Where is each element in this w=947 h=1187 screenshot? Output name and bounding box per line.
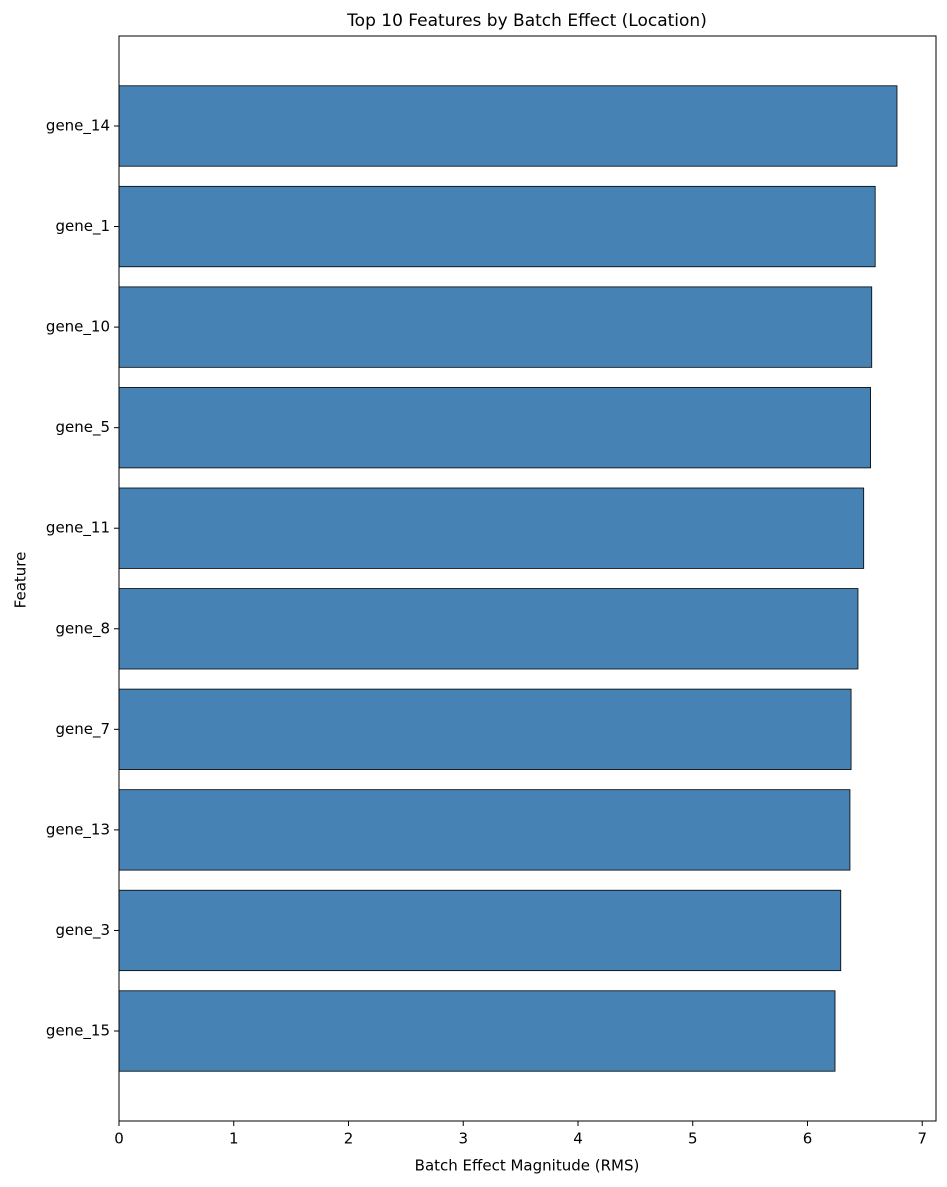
y-tick-label: gene_3 bbox=[55, 921, 110, 940]
y-tick-label: gene_10 bbox=[46, 318, 110, 337]
y-tick-label: gene_15 bbox=[46, 1022, 110, 1041]
bar bbox=[118, 688, 852, 770]
x-tick-label: 3 bbox=[458, 1130, 468, 1148]
bar bbox=[118, 286, 873, 368]
y-tick-label: gene_11 bbox=[46, 519, 110, 538]
y-axis-label: Feature bbox=[12, 552, 30, 609]
bar bbox=[118, 387, 871, 469]
x-tick-label: 7 bbox=[917, 1130, 927, 1148]
plot-frame bbox=[118, 35, 937, 1122]
x-tick-label: 4 bbox=[573, 1130, 583, 1148]
y-tick-label: gene_13 bbox=[46, 820, 110, 839]
bar bbox=[118, 487, 865, 569]
y-tick-label: gene_1 bbox=[55, 217, 110, 236]
y-tick-label: gene_5 bbox=[55, 418, 110, 437]
bar bbox=[118, 185, 876, 268]
x-axis-label: Batch Effect Magnitude (RMS) bbox=[415, 1157, 640, 1175]
y-tick-label: gene_14 bbox=[46, 116, 110, 135]
bar bbox=[118, 85, 898, 167]
bar bbox=[118, 990, 836, 1072]
bar bbox=[118, 789, 851, 871]
x-tick-label: 0 bbox=[114, 1130, 124, 1148]
x-tick-label: 1 bbox=[229, 1130, 239, 1148]
chart-title: Top 10 Features by Batch Effect (Locatio… bbox=[346, 11, 707, 31]
x-tick-label: 2 bbox=[344, 1130, 354, 1148]
y-tick-label: gene_8 bbox=[55, 619, 110, 638]
y-tick-label: gene_7 bbox=[55, 720, 110, 739]
bar bbox=[118, 588, 859, 670]
x-tick-label: 5 bbox=[688, 1130, 698, 1148]
bar bbox=[118, 889, 842, 972]
x-tick-label: 6 bbox=[803, 1130, 813, 1148]
